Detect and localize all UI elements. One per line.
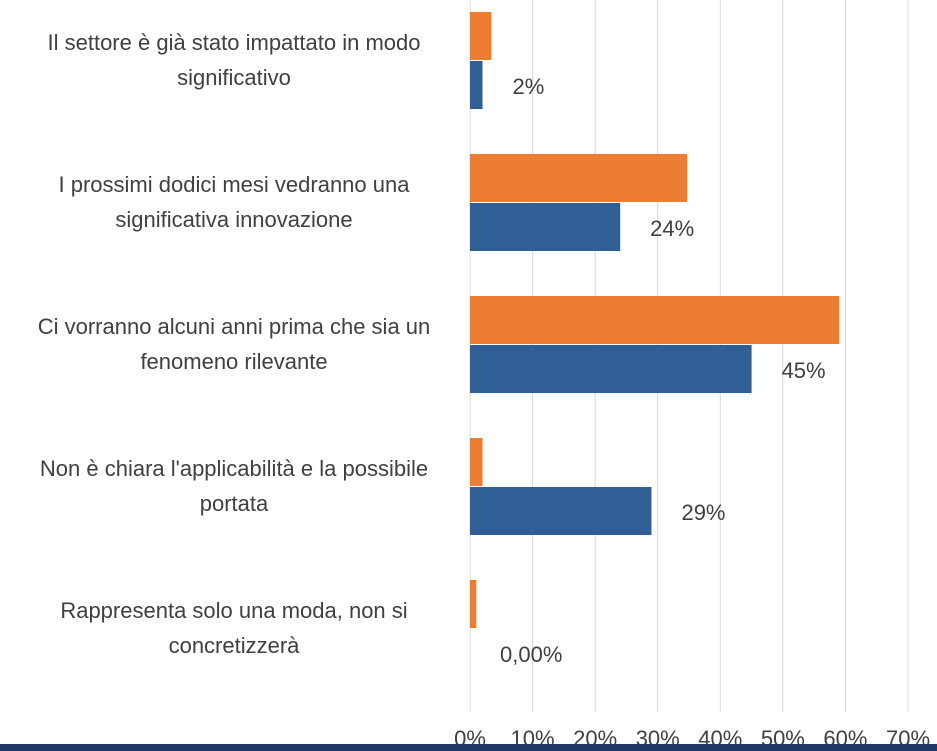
data-label: 2%	[513, 74, 545, 99]
data-label: 45%	[782, 358, 826, 383]
bar	[470, 154, 688, 202]
bar	[470, 203, 621, 251]
bar	[470, 580, 477, 628]
bar	[470, 438, 483, 486]
bottom-strip	[0, 744, 937, 751]
bar	[470, 345, 752, 393]
data-label: 29%	[681, 500, 725, 525]
category-label: I prossimi dodici mesi vedranno una sign…	[58, 172, 410, 232]
category-label: Il settore è già stato impattato in modo…	[47, 30, 421, 90]
bar	[470, 296, 840, 344]
data-label: 24%	[650, 216, 694, 241]
bar	[470, 487, 652, 535]
bar	[470, 61, 483, 109]
category-label: Rappresenta solo una moda, non si concre…	[60, 598, 408, 658]
category-label: Ci vorranno alcuni anni prima che sia un…	[37, 314, 431, 374]
category-label: Non è chiara l'applicabilità e la possib…	[39, 456, 429, 516]
data-label: 0,00%	[500, 642, 562, 667]
bar	[470, 12, 492, 60]
